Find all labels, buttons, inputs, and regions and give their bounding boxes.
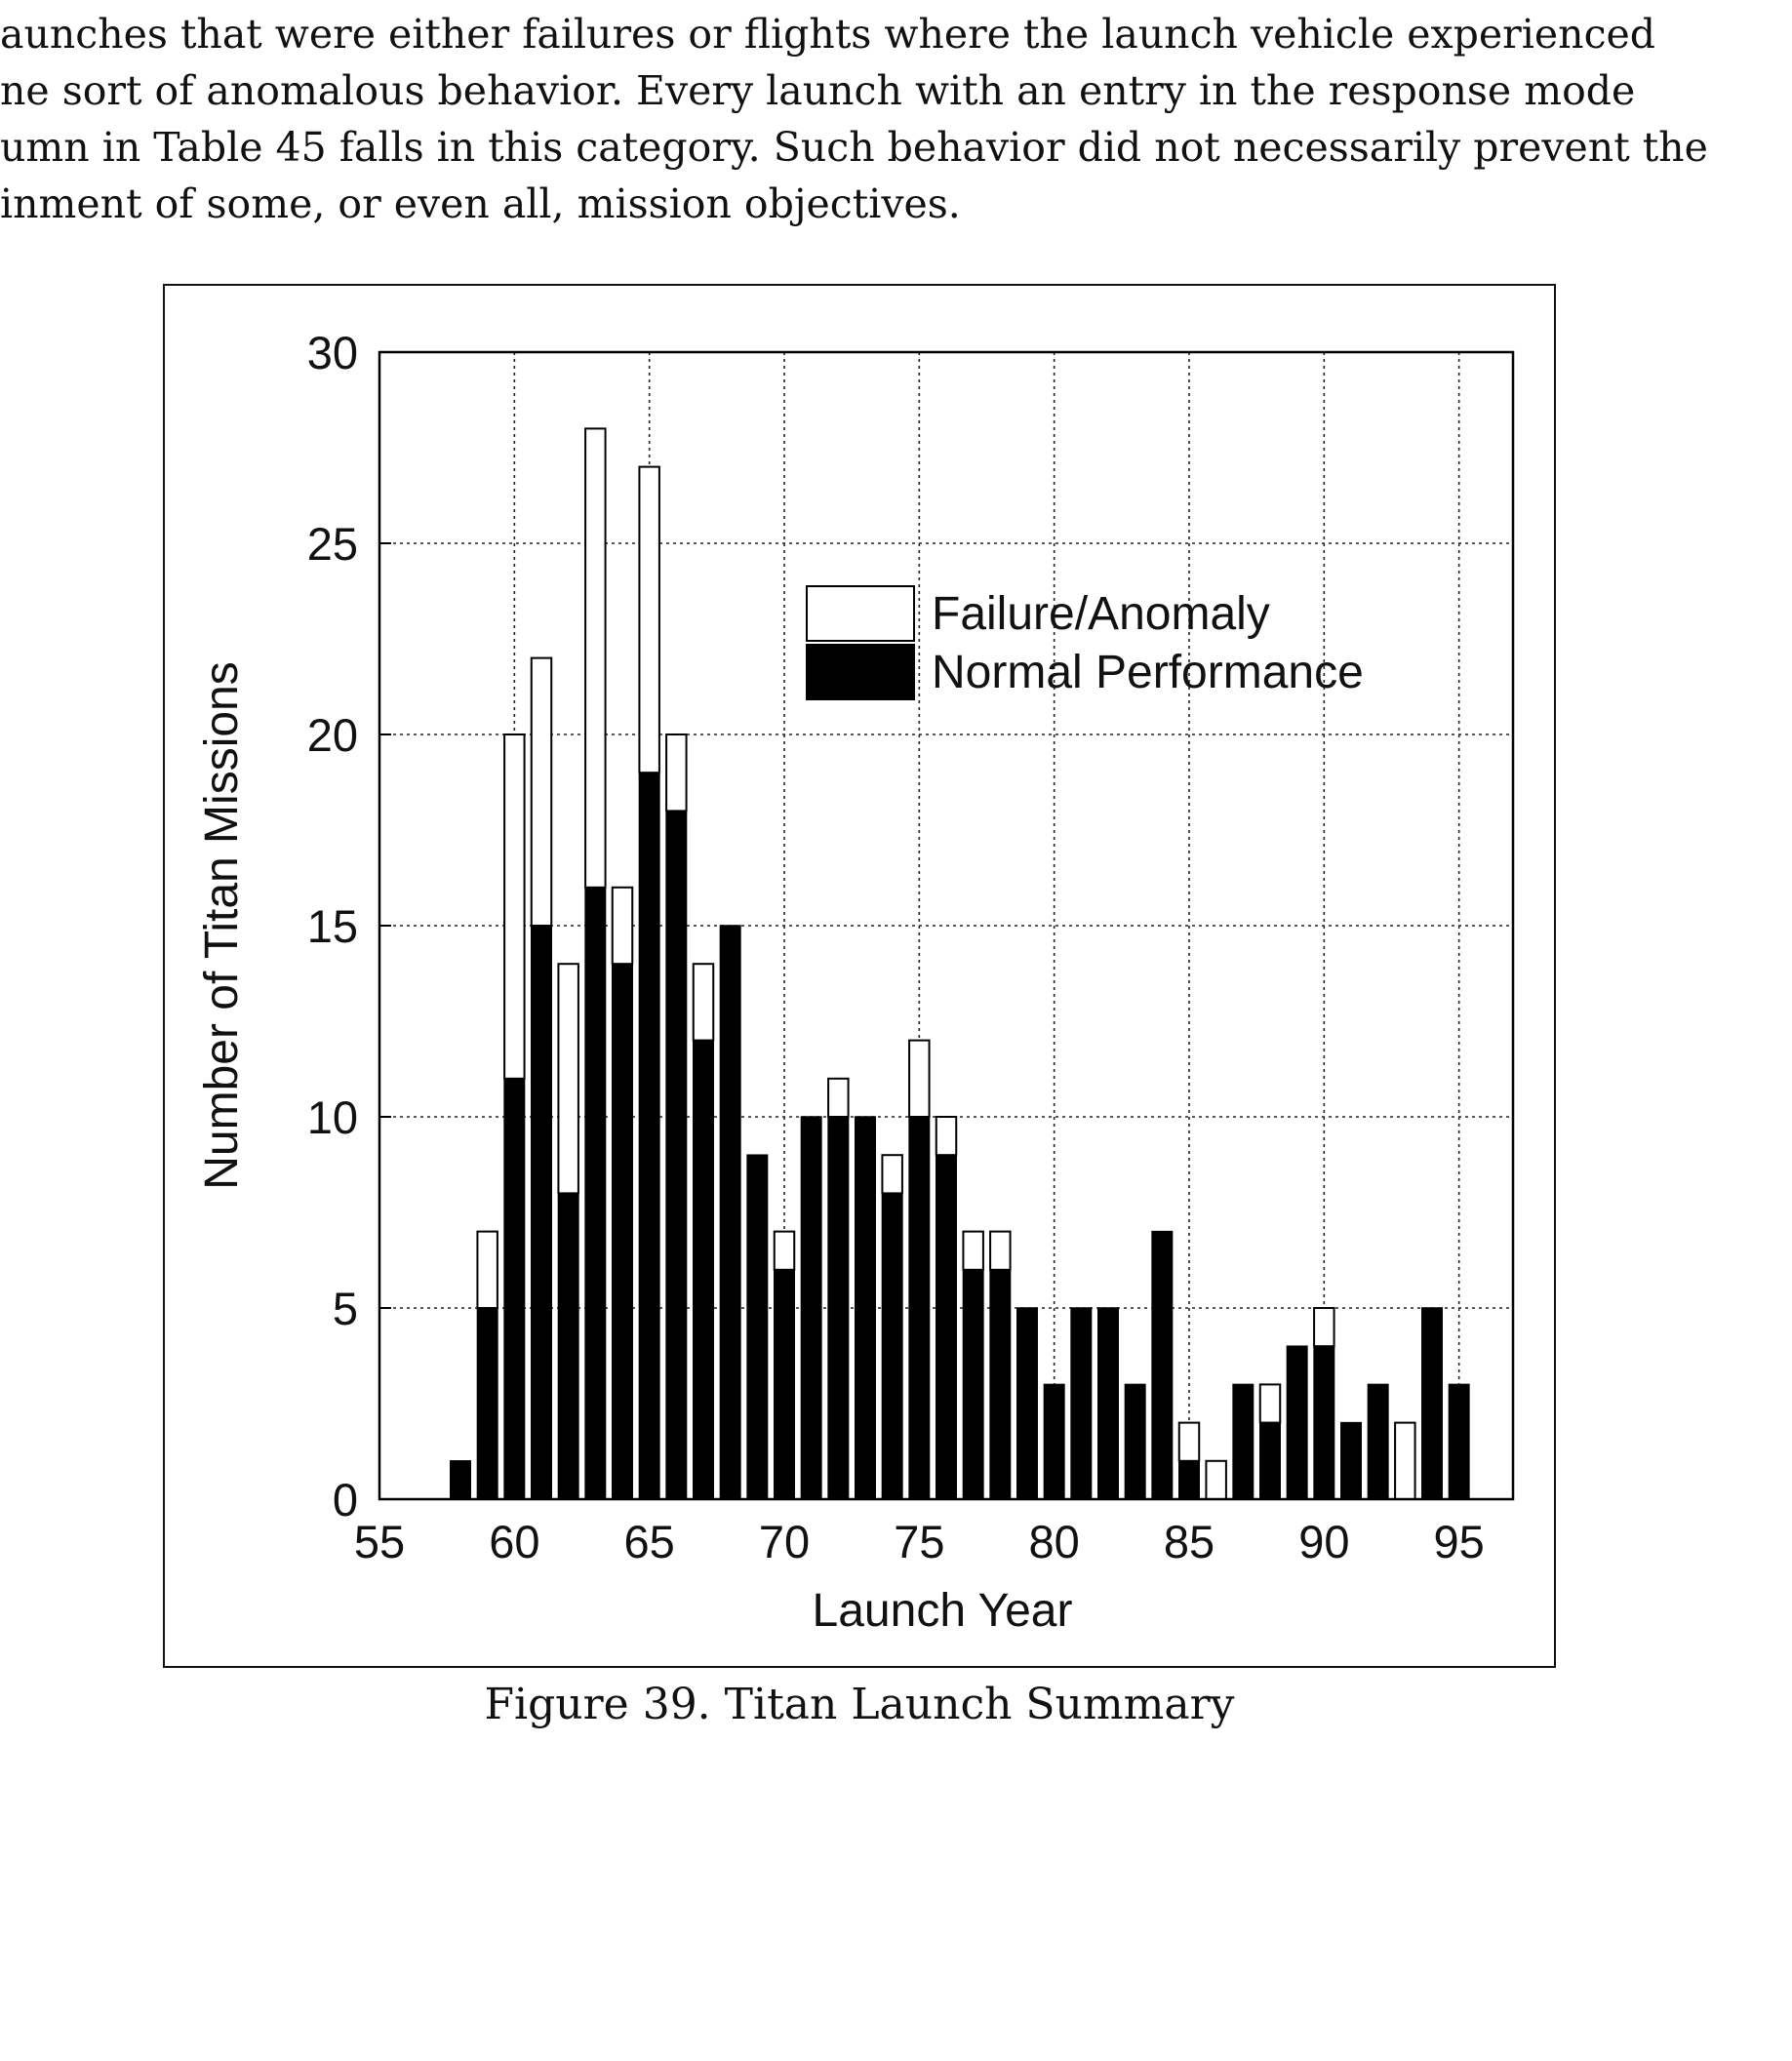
legend-swatch-normal-performance [806, 644, 915, 700]
y-tick-label: 30 [307, 327, 358, 378]
bar-normal-performance [665, 810, 688, 1500]
bar-failure-anomaly [1258, 1383, 1282, 1424]
bar-normal-performance [774, 1269, 795, 1500]
bar-normal-performance [1043, 1383, 1065, 1500]
paragraph-line: ne sort of anomalous behavior. Every lau… [0, 67, 1636, 114]
bar-normal-performance [827, 1116, 850, 1500]
bar-normal-performance [1313, 1345, 1335, 1500]
bar-failure-anomaly [962, 1230, 984, 1271]
x-tick-label: 85 [1164, 1516, 1215, 1567]
bar-normal-performance [1151, 1230, 1174, 1500]
body-paragraph: aunches that were either failures or fli… [0, 6, 1792, 232]
bar-normal-performance [1421, 1307, 1443, 1500]
bar-normal-performance [584, 887, 607, 1500]
legend-label-normal-performance: Normal Performance [932, 647, 1364, 698]
y-axis-title: Number of Titan Missions [196, 661, 248, 1190]
x-tick-label: 80 [1029, 1516, 1080, 1567]
bar-failure-anomaly [1177, 1421, 1201, 1462]
bar-normal-performance [1016, 1307, 1038, 1500]
bar-normal-performance [936, 1154, 957, 1500]
bar-failure-anomaly [908, 1039, 931, 1118]
bar-failure-anomaly [638, 465, 660, 774]
bar-normal-performance [612, 963, 633, 1500]
y-tick-label: 0 [333, 1474, 358, 1526]
legend-swatch-failure-anomaly [806, 585, 915, 642]
paragraph-line: aunches that were either failures or fli… [0, 11, 1656, 58]
figure-frame: 55 60 65 70 75 80 85 90 95 0 5 10 15 20 25 30 Launch Yea… [163, 284, 1556, 1668]
bar-normal-performance [1448, 1383, 1470, 1500]
bar-normal-performance [1232, 1383, 1254, 1500]
bar-failure-anomaly [827, 1077, 850, 1118]
y-tick-label: 5 [333, 1283, 358, 1334]
bar-normal-performance [638, 772, 660, 1500]
bar-failure-anomaly [503, 733, 526, 1080]
bar-failure-anomaly [557, 963, 579, 1195]
bar-normal-performance [503, 1078, 526, 1500]
bar-failure-anomaly [773, 1230, 796, 1271]
x-tick-label: 65 [624, 1516, 675, 1567]
bar-normal-performance [476, 1307, 498, 1500]
bar-normal-performance [962, 1269, 984, 1500]
bar-normal-performance [531, 925, 552, 1500]
y-tick-label: 10 [307, 1091, 358, 1143]
bar-failure-anomaly [665, 733, 688, 813]
bar-normal-performance [989, 1269, 1012, 1500]
y-tick-label: 25 [307, 518, 358, 570]
titan-launch-chart: 55 60 65 70 75 80 85 90 95 0 5 10 15 20 25 30 Launch Yea… [196, 327, 1515, 1637]
figure-caption: Figure 39. Titan Launch Summary [484, 1680, 1235, 1729]
bar-failure-anomaly [989, 1230, 1012, 1271]
x-tick-label: 70 [759, 1516, 810, 1567]
bar-failure-anomaly [1313, 1307, 1335, 1348]
bar-normal-performance [557, 1192, 579, 1500]
bar-normal-performance [719, 925, 741, 1500]
bar-failure-anomaly [1394, 1421, 1416, 1500]
bar-failure-anomaly [584, 427, 607, 889]
paragraph-line: inment of some, or even all, mission obj… [0, 180, 961, 227]
x-tick-label: 60 [489, 1516, 539, 1567]
x-tick-label: 90 [1298, 1516, 1349, 1567]
y-tick-label: 20 [307, 709, 358, 761]
bar-normal-performance [746, 1154, 769, 1500]
bar-failure-anomaly [476, 1230, 498, 1309]
bar-failure-anomaly [530, 656, 553, 927]
y-tick-label: 15 [307, 900, 358, 952]
bar-normal-performance [1124, 1383, 1146, 1500]
bar-failure-anomaly [1205, 1459, 1227, 1501]
bar-normal-performance [908, 1116, 931, 1500]
bar-normal-performance [1367, 1383, 1389, 1500]
bar-normal-performance [1070, 1307, 1093, 1500]
bar-normal-performance [1259, 1421, 1281, 1500]
bar-failure-anomaly [935, 1116, 958, 1157]
bar-failure-anomaly [692, 963, 715, 1042]
bar-normal-performance [881, 1192, 903, 1500]
x-tick-label: 95 [1434, 1516, 1485, 1567]
x-tick-label: 55 [354, 1516, 405, 1567]
x-tick-label: 75 [894, 1516, 944, 1567]
bar-normal-performance [693, 1039, 714, 1500]
bar-normal-performance [450, 1460, 471, 1500]
legend-label-failure-anomaly: Failure/Anomaly [932, 588, 1270, 640]
x-axis-title: Launch Year [813, 1585, 1073, 1637]
paragraph-line: umn in Table 45 falls in this category. … [0, 124, 1708, 171]
bar-normal-performance [800, 1116, 822, 1500]
bar-normal-performance [1340, 1421, 1362, 1500]
bar-normal-performance [1286, 1345, 1308, 1500]
bar-failure-anomaly [881, 1154, 903, 1195]
bar-normal-performance [1097, 1307, 1119, 1500]
bar-normal-performance [855, 1116, 876, 1500]
bar-failure-anomaly [611, 886, 634, 966]
